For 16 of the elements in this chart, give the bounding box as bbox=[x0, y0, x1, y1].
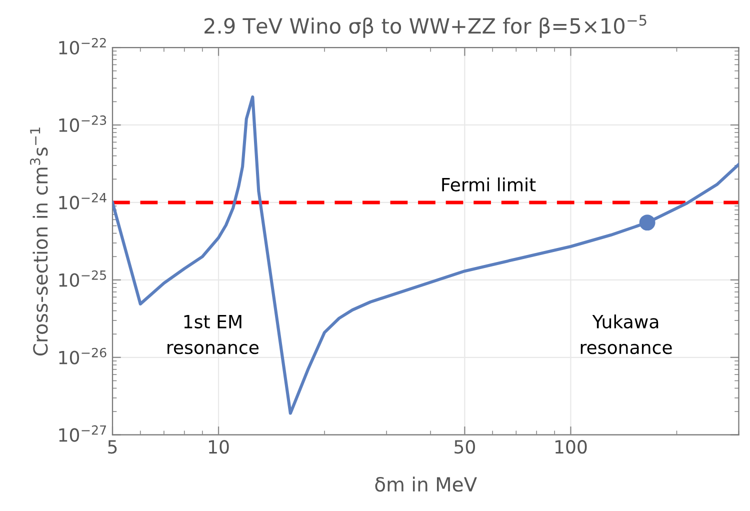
ref-line-label: Fermi limit bbox=[442, 177, 536, 192]
y-tick-label: 10$^{−23}$ bbox=[59, 115, 106, 132]
x-tick-label: 10 bbox=[209, 440, 229, 454]
y-tick-label: 10$^{−26}$ bbox=[59, 348, 106, 364]
annotation: Yukawa resonance bbox=[580, 314, 672, 354]
y-tick-label: 10$^{−25}$ bbox=[59, 270, 106, 287]
x-tick-label: 50 bbox=[454, 440, 475, 454]
y-tick-label: 10$^{−24}$ bbox=[59, 192, 106, 210]
annotation: 1st EM resonance bbox=[168, 315, 259, 354]
y-tick-label: 10$^{−22}$ bbox=[59, 38, 106, 54]
x-axis-title: δm in MeV bbox=[375, 476, 477, 492]
x-tick-label: 100 bbox=[555, 440, 587, 454]
y-tick-label: 10$^{−27}$ bbox=[59, 425, 106, 442]
y-axis-title: Cross-section in cm$^{3}$s$^{−1}$ bbox=[30, 128, 48, 356]
chart-title: 2.9 TeV Wino σβ to WW+ZZ for β=5×10$^{−5}$ bbox=[204, 14, 646, 38]
x-tick-label: 5 bbox=[108, 440, 117, 454]
